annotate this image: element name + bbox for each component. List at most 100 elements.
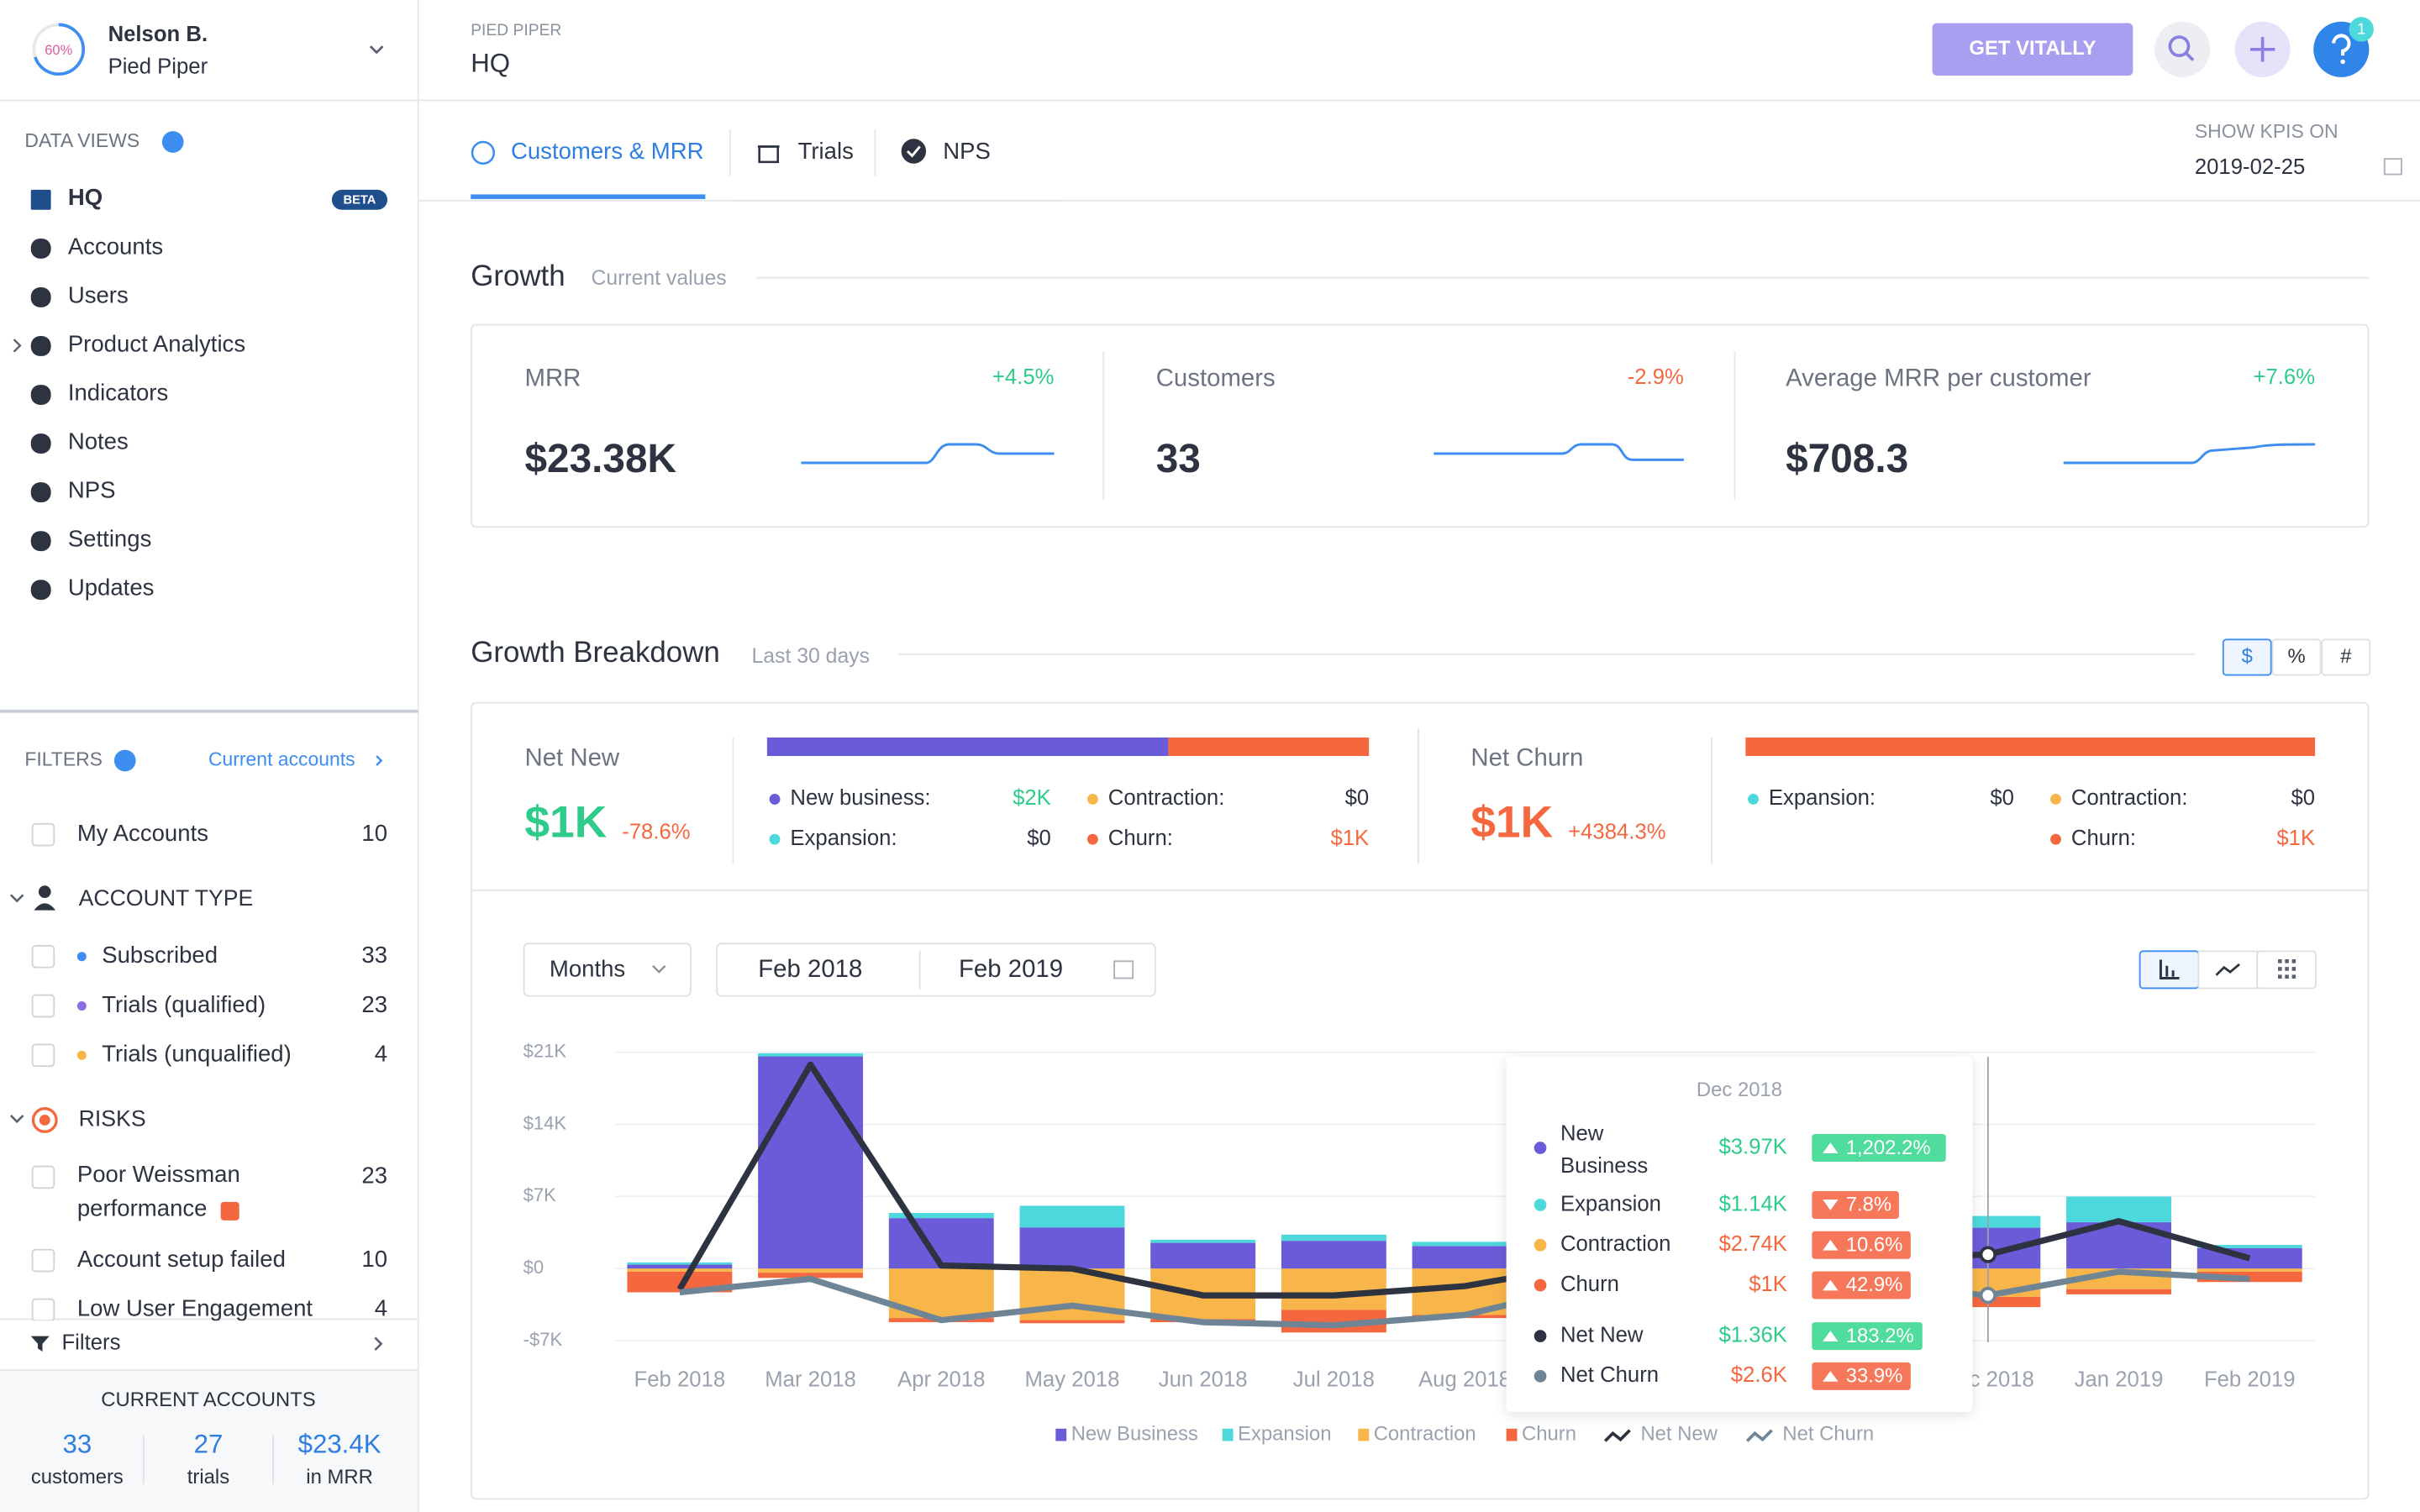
sparkline [801, 443, 1055, 465]
section-title: Growth [471, 260, 565, 292]
date-range[interactable] [716, 942, 1156, 997]
legend-label: Churn [1522, 1422, 1576, 1445]
checkbox[interactable] [31, 1298, 55, 1322]
user-name: Nelson B. [108, 23, 208, 46]
checkbox[interactable] [31, 822, 55, 847]
chart-type-bar[interactable] [2139, 950, 2200, 990]
nav-item[interactable]: Updates [68, 575, 155, 601]
unit-toggle[interactable] [2321, 638, 2371, 676]
tooltip-dot [1534, 1330, 1547, 1342]
beta-badge [331, 189, 388, 210]
tab[interactable]: NPS [943, 138, 991, 164]
checkbox[interactable] [31, 1043, 55, 1068]
stat-value: 33 [62, 1429, 92, 1458]
nav-item[interactable]: NPS [68, 476, 116, 502]
unit-label: $ [2242, 645, 2253, 668]
type-dot [76, 1050, 87, 1060]
group-chevron[interactable] [9, 894, 24, 903]
help-icon[interactable] [161, 131, 184, 153]
search-button[interactable] [2154, 21, 2211, 77]
change-arrow [1823, 1279, 1839, 1291]
kpi-change: +7.6% [2253, 365, 2315, 389]
checkbox[interactable] [31, 994, 55, 1018]
breakdown-item: Contraction: [1108, 786, 1225, 810]
nav-icon [30, 385, 51, 405]
tooltip-dot [1534, 1142, 1547, 1154]
bar-segment [1281, 1241, 1386, 1269]
nav-icon [30, 580, 51, 601]
group-title: ACCOUNT TYPE [79, 885, 254, 911]
nav-item[interactable]: Settings [68, 526, 152, 552]
table-icon [2278, 958, 2297, 979]
unit-toggle[interactable] [2271, 638, 2322, 676]
tab[interactable]: Customers & MRR [511, 138, 704, 164]
filter-icon [30, 1336, 50, 1352]
filter-count: 4 [375, 1041, 387, 1067]
period-select[interactable] [523, 942, 692, 997]
section-title: DATA VIEWS [24, 129, 139, 151]
tooltip-name: Net Churn [1560, 1363, 1659, 1387]
filter-label: Subscribed [102, 942, 218, 968]
x-tick-label: Jan 2019 [2075, 1368, 2164, 1392]
help-icon[interactable] [113, 749, 136, 772]
group-title: RISKS [79, 1106, 146, 1131]
unit-toggle[interactable] [2222, 638, 2272, 676]
nav-item[interactable]: Accounts [68, 233, 163, 259]
bar-icon [2159, 959, 2180, 979]
help-icon [2340, 59, 2345, 65]
legend-swatch [1055, 1428, 1067, 1441]
filter-link[interactable]: Current accounts [208, 748, 355, 770]
nav-item[interactable]: Product Analytics [68, 330, 245, 356]
footer-chevron [374, 1336, 383, 1352]
stat-label: customers [31, 1466, 124, 1488]
risk-icon [31, 1107, 58, 1133]
filter-count: 23 [361, 1163, 387, 1189]
tooltip-dot [1534, 1199, 1547, 1211]
tab-icon [471, 140, 496, 165]
kpi-date[interactable]: 2019-02-25 [2195, 155, 2305, 179]
nav-icon [30, 433, 51, 454]
summary-label: Net New [524, 743, 619, 771]
breakdown-value: $0 [1345, 786, 1370, 810]
beta-label: BETA [344, 194, 376, 207]
nav-item[interactable]: Users [68, 281, 129, 307]
checkbox[interactable] [31, 1165, 55, 1189]
period-select-label[interactable]: Months [550, 956, 625, 982]
filters-footer[interactable]: Filters [61, 1331, 120, 1355]
line-icon [2215, 963, 2240, 976]
tab-icon [906, 145, 921, 158]
progress-label: 60% [45, 42, 72, 58]
nav-item[interactable]: Notes [68, 428, 129, 454]
change-label: 33.9% [1846, 1365, 1903, 1388]
group-chevron[interactable] [9, 1115, 24, 1124]
nav-icon [30, 189, 51, 210]
kpi-label: MRR [524, 365, 581, 392]
alert-icon [220, 1201, 239, 1221]
kpi-value: $708.3 [1786, 437, 1908, 481]
cta-button[interactable] [1932, 23, 2133, 76]
legend-label: Net New [1640, 1422, 1718, 1445]
tooltip-dot [1534, 1370, 1547, 1383]
nav-item[interactable]: HQ [68, 184, 103, 210]
nav-icon [30, 482, 51, 503]
ratio-bar [1168, 737, 1370, 756]
checkbox[interactable] [31, 945, 55, 969]
change-arrow [1823, 1239, 1839, 1251]
filter-label: Trials (unqualified) [102, 1041, 292, 1067]
expand-chevron[interactable] [13, 339, 22, 353]
legend-dot [769, 833, 781, 845]
kpi-card [471, 323, 2370, 528]
tab[interactable]: Trials [798, 138, 854, 164]
tooltip-value: $1.14K [1718, 1192, 1786, 1215]
search-icon [2185, 52, 2195, 61]
nav-icon [30, 531, 51, 552]
progress-arc [34, 23, 85, 76]
profile-menu[interactable] [369, 45, 384, 55]
checkbox[interactable] [31, 1248, 55, 1273]
tooltip-name: New Business [1560, 1120, 1649, 1178]
nav-item[interactable]: Indicators [68, 379, 168, 405]
add-icon [2249, 37, 2275, 62]
unit-label: # [2340, 645, 2352, 668]
section-title: FILTERS [24, 748, 103, 770]
bar-segment [1281, 1234, 1386, 1242]
